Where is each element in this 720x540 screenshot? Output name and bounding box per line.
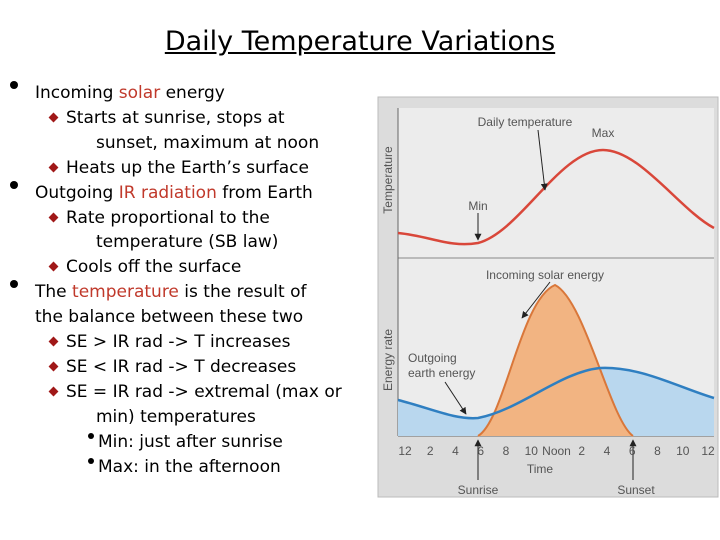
text-run: Incoming (35, 83, 119, 103)
bullet-text: min) temperatures (96, 407, 256, 427)
highlight: temperature (72, 282, 179, 303)
highlight: IR radiation (118, 182, 217, 203)
arrow (537, 129, 548, 191)
bullet-text: temperature (SB law) (96, 232, 278, 252)
bullet-text: Max: in the afternoon (98, 457, 281, 477)
label: Incoming solar energy (486, 268, 604, 282)
x-tick-label: 6 (477, 444, 484, 458)
incoming-fill (478, 285, 633, 436)
label: Min (468, 199, 487, 213)
x-tick-label: 8 (654, 444, 661, 458)
label: earth energy (408, 366, 475, 380)
text-run: energy (160, 83, 225, 103)
incoming-curve (477, 283, 634, 437)
bullet-text: Outgoing IR radiation from Earth (35, 183, 313, 203)
x-tick-label: 4 (604, 444, 611, 458)
slide-title: Daily Temperature Variations (164, 26, 556, 57)
text-run: min) temperatures (96, 406, 256, 427)
x-tick-label: 2 (578, 444, 585, 458)
highlight: solar (118, 83, 161, 103)
text-run: SE < IR rad -> T decreases (66, 356, 297, 377)
bullet-text: The temperature is the result of (35, 282, 306, 302)
axis-label: Temperature (381, 146, 395, 214)
text-run: Max: in the afternoon (98, 456, 281, 477)
bullet-marker (10, 280, 18, 289)
bullet-text: Min: just after sunrise (98, 432, 283, 452)
label: Max (592, 126, 615, 140)
bullet-text: Incoming solar energy (35, 83, 225, 103)
bullet-text: SE < IR rad -> T decreases (66, 357, 296, 377)
text-run: sunset, maximum at noon (96, 132, 320, 153)
bullet-marker (10, 180, 18, 189)
x-tick-label: 10 (525, 444, 539, 458)
text-run: The (35, 282, 73, 303)
bullet-marker (10, 81, 18, 89)
text-run: SE > IR rad -> T increases (66, 332, 291, 352)
bullet-marker (88, 432, 94, 439)
bullet-text: the balance between these two (35, 307, 303, 327)
bullet-text: Cools off the surface (66, 257, 241, 277)
text-run: Cools off the surface (66, 257, 242, 278)
label: Daily temperature (478, 115, 573, 129)
text-run: Rate proportional to the (66, 207, 270, 228)
bullet-text: sunset, maximum at noon (96, 133, 319, 153)
label: Outgoing (408, 351, 457, 365)
label: Sunset (617, 483, 655, 497)
bullet-text: Rate proportional to the (66, 208, 270, 228)
text-run: is the result of (178, 282, 307, 303)
x-tick-label: 12 (701, 444, 715, 458)
temperature-curve (397, 148, 715, 246)
text-run: Heats up the Earth’s surface (66, 157, 309, 178)
x-tick-label: 4 (452, 444, 459, 458)
label: Time (527, 462, 554, 476)
bullet-text: SE > IR rad -> T increases (66, 332, 291, 352)
bullet-text: Heats up the Earth’s surface (66, 158, 309, 178)
x-tick-label: 2 (427, 444, 434, 458)
axis-label: Energy rate (381, 329, 395, 391)
x-tick-label: 8 (503, 444, 510, 458)
bullet-text: Starts at sunrise, stops at (66, 108, 285, 128)
bullet-marker (88, 457, 94, 464)
x-tick-label: 12 (398, 444, 412, 458)
arrow (521, 281, 551, 319)
outgoing-curve (397, 366, 715, 420)
x-tick-label: 10 (676, 444, 690, 458)
x-tick-label: Noon (542, 444, 571, 458)
arrow (444, 381, 467, 415)
text-run: temperature (SB law) (96, 232, 279, 253)
text-run: the balance between these two (35, 307, 304, 328)
time-ticks: 12 2 4 6 8 10 Noon 2 4 6 8 10 12 (398, 444, 715, 458)
text-run: from Earth (216, 182, 313, 203)
text-run: Min: just after sunrise (98, 431, 283, 452)
label: Sunrise (458, 483, 499, 497)
text-run: SE = IR rad -> extremal (max or (66, 381, 342, 402)
text-run: Outgoing (35, 182, 119, 203)
bullet-text: SE = IR rad -> extremal (max or (66, 382, 342, 402)
x-tick-label: 6 (629, 444, 636, 458)
text-run: Starts at sunrise, stops at (66, 107, 285, 128)
